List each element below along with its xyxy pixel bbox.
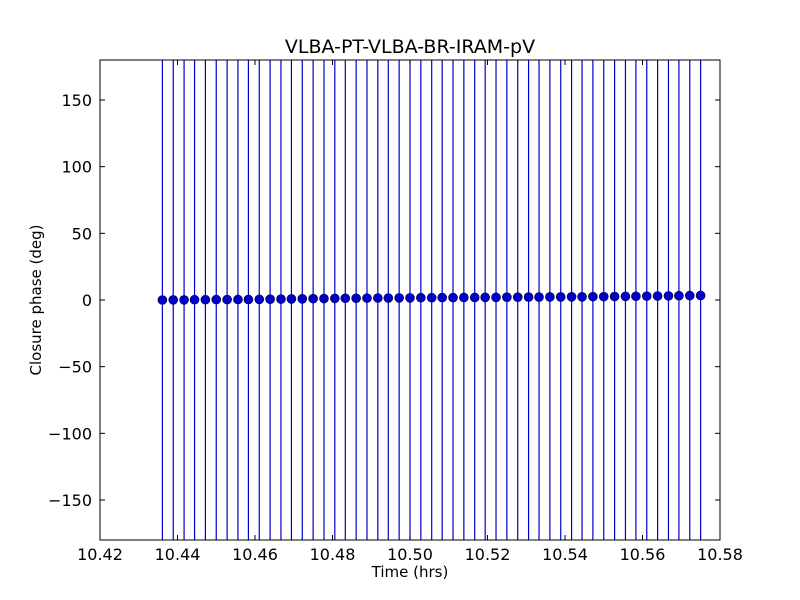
x-tick-label: 10.52 (465, 545, 511, 564)
data-point (695, 290, 706, 301)
x-tick-label: 10.46 (232, 545, 278, 564)
data-point (555, 292, 566, 302)
x-tick-label: 10.56 (620, 545, 666, 564)
data-point (545, 292, 555, 302)
data-point (459, 292, 469, 303)
data-point (254, 294, 265, 305)
data-point (233, 294, 243, 305)
data-point (631, 291, 641, 302)
x-axis-ticks: 10.42 10.44 10.46 10.48 10.50 10.52 10.54 10.56… (77, 60, 743, 564)
data-point (534, 292, 544, 302)
data-point (179, 295, 189, 305)
data-point (394, 293, 404, 303)
data-point (577, 291, 587, 302)
data-point (351, 293, 361, 304)
data-point (426, 292, 437, 303)
y-tick-label: 150 (61, 91, 92, 110)
data-point (674, 290, 684, 301)
data-point (523, 292, 534, 302)
data-point (286, 294, 297, 304)
y-tick-label: 100 (61, 158, 92, 177)
data-points (157, 290, 706, 305)
data-point (340, 293, 351, 304)
x-tick-label: 10.42 (77, 545, 123, 564)
data-point (448, 292, 458, 303)
data-point (620, 291, 631, 302)
data-point (373, 293, 383, 303)
y-axis-ticks: −150 −100 −50 0 50 100 150 (48, 91, 720, 510)
x-tick-label: 10.50 (387, 545, 433, 564)
data-point (663, 291, 674, 301)
y-tick-label: −50 (58, 358, 92, 377)
data-point (416, 292, 426, 303)
y-tick-label: 50 (72, 224, 92, 243)
x-tick-label: 10.54 (542, 545, 588, 564)
data-point (491, 292, 501, 303)
y-axis-label: Closure phase (deg) (27, 225, 45, 376)
data-point (566, 291, 577, 302)
y-tick-label: −100 (48, 424, 92, 443)
y-tick-label: −150 (48, 491, 92, 510)
x-tick-label: 10.58 (697, 545, 743, 564)
data-point (437, 292, 447, 303)
y-tick-label: 0 (82, 291, 92, 310)
data-point (189, 294, 200, 305)
data-point (362, 293, 372, 303)
data-point (609, 291, 620, 302)
data-point (319, 293, 329, 304)
data-point (684, 290, 695, 301)
data-point (598, 291, 609, 302)
data-point (168, 295, 179, 305)
data-point (512, 292, 523, 303)
data-point (157, 295, 168, 305)
data-point (200, 294, 211, 305)
data-point (308, 293, 318, 304)
data-point (243, 294, 254, 305)
x-tick-label: 10.48 (310, 545, 356, 564)
x-axis-label: Time (hrs) (371, 563, 449, 581)
x-tick-label: 10.44 (155, 545, 201, 564)
data-point (652, 291, 663, 301)
data-point (469, 292, 480, 303)
data-point (265, 294, 275, 305)
data-point (276, 294, 286, 304)
data-point (502, 292, 512, 303)
data-point (405, 293, 415, 303)
data-point (211, 294, 222, 305)
data-point (480, 292, 490, 303)
data-point (383, 293, 394, 303)
data-point (588, 291, 598, 302)
data-point (641, 291, 652, 301)
data-point (297, 293, 308, 304)
data-point (222, 294, 232, 305)
chart-title: VLBA-PT-VLBA-BR-IRAM-pV (285, 36, 535, 58)
data-point (330, 293, 340, 304)
